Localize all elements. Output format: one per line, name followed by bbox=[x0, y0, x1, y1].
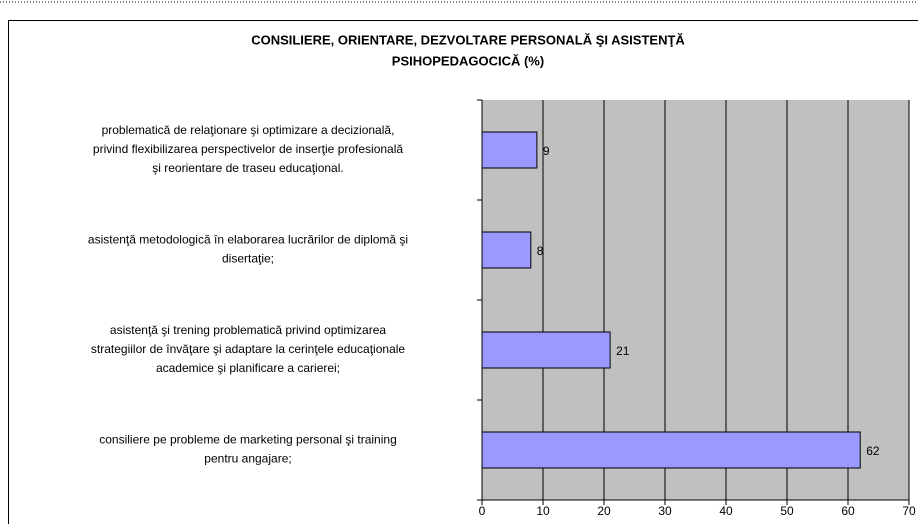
x-tick-label: 40 bbox=[719, 504, 733, 518]
chart-frame bbox=[8, 20, 918, 524]
data-label: 8 bbox=[537, 244, 544, 258]
x-tick-label: 20 bbox=[597, 504, 611, 518]
bar bbox=[481, 231, 532, 269]
x-tick-label: 50 bbox=[780, 504, 794, 518]
x-tick-label: 60 bbox=[841, 504, 855, 518]
x-tick-label: 10 bbox=[536, 504, 550, 518]
y-tick-label: asistenţă metodologică în elaborarea luc… bbox=[88, 233, 408, 266]
bar bbox=[481, 431, 861, 469]
y-tick-label: asistenţă şi trening problematică privin… bbox=[91, 323, 406, 375]
x-tick-label: 30 bbox=[658, 504, 672, 518]
y-tick-label: consiliere pe probleme de marketing pers… bbox=[99, 433, 397, 466]
x-tick-label: 70 bbox=[902, 504, 916, 518]
data-label: 9 bbox=[543, 144, 550, 158]
bar bbox=[481, 331, 611, 369]
y-tick-label: problematică de relaţionare şi optimizar… bbox=[93, 123, 403, 175]
data-label: 62 bbox=[866, 444, 880, 458]
bar bbox=[481, 131, 538, 169]
chart-title: CONSILIERE, ORIENTARE, DEZVOLTARE PERSON… bbox=[251, 33, 685, 69]
data-label: 21 bbox=[616, 344, 630, 358]
x-tick-label: 0 bbox=[479, 504, 486, 518]
